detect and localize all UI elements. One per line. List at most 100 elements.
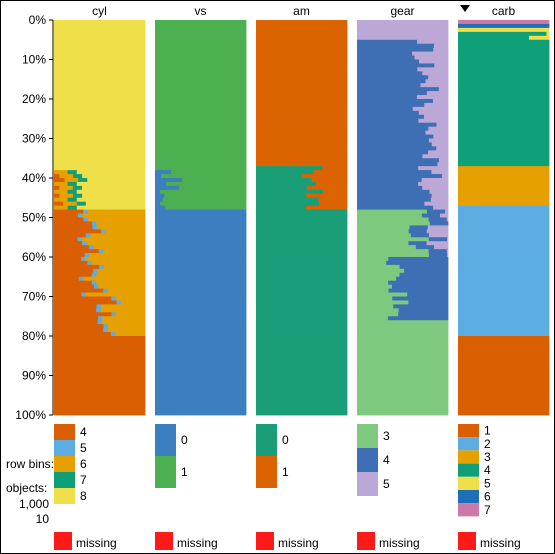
bar-segment-cyl-4: [54, 245, 90, 250]
bar-segment-carb-3: [458, 193, 550, 199]
bar-segment-cyl-4: [54, 264, 100, 270]
bar-segment-carb-4: [458, 39, 550, 45]
bar-segment-cyl-8: [54, 95, 146, 100]
bar-segment-am-0: [256, 403, 348, 408]
bar-segment-gear-5: [412, 51, 449, 56]
bar-segment-am-0: [256, 347, 348, 353]
bar-segment-cyl-5: [97, 320, 103, 325]
bar-segment-gear-5: [434, 43, 449, 49]
y-tick-label: 50%: [22, 211, 46, 225]
bar-segment-am-0: [256, 339, 348, 345]
bar-segment-am-0: [256, 185, 308, 191]
bar-segment-cyl-6: [100, 304, 146, 309]
bar-segment-cyl-7: [76, 201, 87, 207]
bar-segment-cyl-8: [54, 146, 146, 151]
bar-segment-carb-2: [458, 320, 550, 325]
bar-segment-gear-4: [357, 158, 440, 163]
bar-segment-cyl-6: [85, 257, 146, 262]
bar-segment-am-0: [256, 189, 324, 195]
bar-segment-cyl-8: [54, 87, 146, 92]
bar-segment-gear-5: [357, 35, 449, 41]
bar-segment-cyl-6: [107, 324, 146, 329]
bar-segment-gear-4: [357, 193, 433, 199]
bar-segment-vs-1: [155, 126, 247, 131]
bar-segment-am-0: [256, 221, 348, 226]
bar-segment-carb-2: [458, 312, 550, 317]
legend-label-carb-6: 6: [484, 490, 491, 504]
bar-segment-cyl-6: [88, 217, 146, 222]
bar-segment-am-1: [256, 43, 348, 49]
bar-segment-cyl-6: [115, 296, 146, 301]
bar-segment-cyl-5: [103, 288, 109, 293]
bar-segment-vs-0: [155, 197, 164, 203]
bar-segment-vs-1: [165, 205, 247, 210]
missing-swatch-am: [256, 532, 274, 550]
bar-segment-gear-3: [357, 316, 389, 321]
bar-segment-carb-4: [458, 134, 550, 139]
bar-segment-vs-1: [155, 23, 247, 29]
bar-segment-gear-4: [426, 209, 446, 214]
bar-segment-gear-5: [428, 150, 449, 155]
bar-segment-gear-4: [387, 316, 449, 321]
legend-swatch-gear-3: [357, 424, 378, 448]
bar-segment-carb-6: [458, 23, 550, 29]
legend-swatch-gear-4: [357, 448, 378, 472]
bar-segment-am-0: [256, 316, 348, 321]
bar-segment-am-0: [256, 253, 348, 258]
bar-segment-am-1: [315, 181, 348, 187]
bar-segment-gear-3: [357, 387, 449, 392]
bar-segment-carb-4: [458, 150, 550, 155]
bar-segment-cyl-5: [77, 237, 83, 242]
bar-segment-gear-5: [418, 59, 449, 64]
bar-segment-cyl-8: [76, 189, 146, 195]
missing-label-am: missing: [278, 536, 319, 550]
bar-segment-vs-0: [155, 351, 247, 357]
column-header-cyl[interactable]: cyl: [92, 4, 107, 18]
bar-segment-gear-4: [357, 154, 423, 159]
bar-segment-gear-3: [357, 355, 449, 361]
bar-segment-carb-4: [458, 110, 550, 116]
bar-segment-am-1: [256, 51, 348, 56]
bar-segment-gear-5: [428, 138, 449, 143]
bar-segment-cyl-6: [54, 197, 69, 203]
bar-segment-vs-0: [155, 264, 247, 270]
column-header-carb[interactable]: carb: [492, 4, 516, 18]
missing-label-vs: missing: [177, 536, 218, 550]
bar-segment-vs-0: [155, 237, 247, 242]
legend-label-cyl-5: 5: [80, 441, 87, 455]
bar-segment-cyl-5: [83, 209, 89, 214]
bar-segment-vs-0: [155, 411, 247, 416]
bar-segment-am-1: [256, 55, 348, 60]
column-am: am: [256, 4, 348, 416]
column-header-gear[interactable]: gear: [390, 4, 414, 18]
bar-segment-gear-4: [357, 162, 438, 167]
bar-segment-carb-4: [458, 51, 550, 56]
bar-segment-cyl-5: [93, 284, 99, 289]
bar-segment-vs-1: [155, 67, 247, 72]
bar-segment-cyl-7: [72, 185, 83, 191]
legend-swatch-gear-5: [357, 472, 378, 496]
bar-segment-vs-0: [155, 213, 247, 218]
column-header-am[interactable]: am: [293, 4, 310, 18]
bar-segment-cyl-6: [82, 213, 146, 218]
bar-segment-am-1: [256, 114, 348, 120]
bar-segment-cyl-4: [54, 403, 146, 408]
bar-segment-gear-5: [438, 158, 449, 163]
bar-segment-vs-1: [165, 181, 247, 187]
bar-segment-carb-1: [458, 351, 550, 357]
bar-segment-vs-1: [155, 162, 247, 167]
bar-segment-am-0: [256, 391, 348, 396]
column-header-vs[interactable]: vs: [195, 4, 207, 18]
bar-segment-vs-1: [159, 189, 247, 195]
bar-segment-cyl-4: [54, 387, 146, 392]
bar-segment-cyl-8: [82, 193, 146, 199]
objects-value: 1,000: [19, 497, 49, 511]
bar-segment-cyl-4: [54, 217, 84, 222]
y-axis: 0% 10% 20% 30% 40% 50% 60% 70% 80% 90% 100%: [15, 13, 54, 422]
bar-segment-cyl-4: [54, 209, 84, 214]
bar-segment-cyl-8: [54, 35, 146, 41]
bar-segment-am-1: [256, 23, 348, 29]
bar-segment-gear-4: [386, 260, 449, 266]
bar-segment-cyl-6: [116, 312, 146, 317]
sort-descending-icon[interactable]: [460, 5, 470, 12]
